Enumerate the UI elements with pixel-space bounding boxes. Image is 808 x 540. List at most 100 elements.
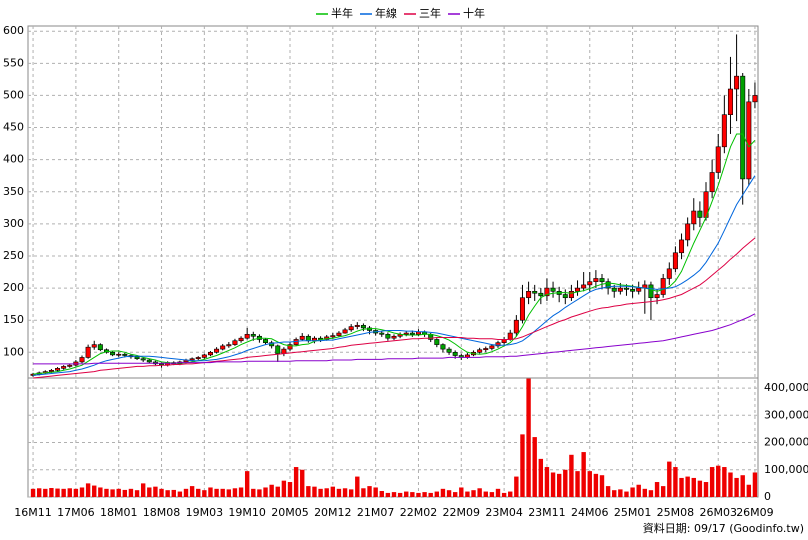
candle-body [611, 287, 617, 292]
volume-bar [361, 488, 366, 497]
candle-body [342, 329, 348, 334]
volume-bar [43, 488, 48, 497]
volume-bar [654, 482, 660, 497]
y-tick-label: 250 [3, 249, 24, 262]
candle-body [740, 75, 746, 180]
x-tick-label: 17M06 [57, 506, 95, 519]
volume-bar [171, 489, 176, 497]
candle-body [238, 337, 244, 342]
candle-body [519, 297, 525, 321]
volume-bar [508, 491, 513, 497]
candle-body [715, 146, 721, 173]
volume-bar [544, 467, 550, 497]
volume-bar [446, 490, 452, 497]
volume-bar [79, 487, 85, 497]
volume-bar [263, 487, 268, 497]
volume-bar [348, 489, 354, 497]
x-tick-label: 25M01 [614, 506, 652, 519]
candle-body [201, 354, 207, 358]
x-tick-label: 18M01 [100, 506, 138, 519]
volume-bar [569, 454, 574, 497]
volume-bar [416, 492, 421, 497]
candle-body [709, 172, 715, 193]
volume-bar [104, 488, 109, 497]
y-tick-label: 100 [3, 345, 24, 358]
candle-body [532, 291, 538, 294]
candle-body [195, 357, 201, 360]
candle-body [746, 101, 752, 180]
plot-frame [27, 25, 759, 498]
volume-bar [722, 467, 727, 497]
volume-bar [679, 477, 684, 497]
y2-tick-label: 0 [764, 490, 771, 503]
x-tick-label: 20M12 [314, 506, 352, 519]
x-tick-label: 22M02 [400, 506, 438, 519]
volume-bar [495, 488, 501, 497]
candle-body [513, 319, 519, 334]
candle-body [385, 334, 391, 339]
volume-bar [612, 490, 617, 497]
y-tick-label: 500 [3, 88, 24, 101]
candle-body [489, 345, 495, 349]
volume-bar [49, 488, 54, 497]
volume-bar [642, 488, 648, 497]
candle-body [599, 278, 605, 282]
candle-body [134, 356, 140, 360]
volume-bar [36, 488, 42, 497]
volume-bar [434, 491, 440, 497]
volume-bar [251, 488, 256, 497]
volume-bar [489, 492, 495, 497]
volume-bar [300, 469, 305, 497]
volume-bar [459, 487, 464, 497]
candle-body [507, 332, 513, 340]
volume-bar [214, 488, 219, 497]
candle-body [440, 344, 446, 350]
volume-bar [422, 492, 427, 497]
volume-bar [581, 452, 586, 497]
volume-bar [318, 488, 323, 497]
y2-tick-label: 300,000 [764, 408, 808, 421]
volume-bar [275, 486, 280, 497]
candle-body [232, 340, 238, 345]
volume-bar [336, 488, 342, 497]
candle-body [721, 114, 727, 148]
candle-body [287, 344, 293, 350]
candle-body [85, 346, 91, 358]
volume-bar [440, 488, 446, 497]
candle-body [354, 325, 360, 327]
y-tick-label: 550 [3, 56, 24, 69]
volume-bar [660, 486, 666, 497]
candle-body [526, 291, 532, 299]
volume-bar [624, 491, 629, 497]
volume-bar [61, 488, 66, 497]
volume-bar [379, 491, 384, 497]
candle-body [379, 332, 385, 335]
volume-bar [563, 469, 568, 497]
x-tick-label: 22M09 [443, 506, 481, 519]
volume-bar [685, 476, 690, 497]
candle-body [593, 278, 599, 282]
candle-body [544, 287, 550, 297]
volume-bar [385, 492, 391, 497]
candle-body [483, 348, 489, 351]
y-tick-label: 300 [3, 217, 24, 230]
volume-bar [342, 488, 348, 497]
candle-body [617, 287, 623, 292]
volume-bar [391, 492, 397, 497]
candle-body [752, 95, 758, 103]
volume-bar [593, 473, 599, 497]
volume-bar [514, 476, 519, 497]
volume-bar [740, 475, 745, 497]
candle-body [275, 345, 281, 354]
volume-bar [269, 484, 274, 497]
candle-body [727, 88, 733, 115]
candle-body [250, 334, 256, 337]
candle-body [666, 268, 672, 279]
volume-bar [605, 486, 611, 497]
candle-body [91, 344, 97, 348]
volume-bar [306, 486, 311, 497]
candle-body [477, 349, 483, 353]
volume-bar [367, 486, 372, 497]
volume-bar [556, 473, 562, 497]
